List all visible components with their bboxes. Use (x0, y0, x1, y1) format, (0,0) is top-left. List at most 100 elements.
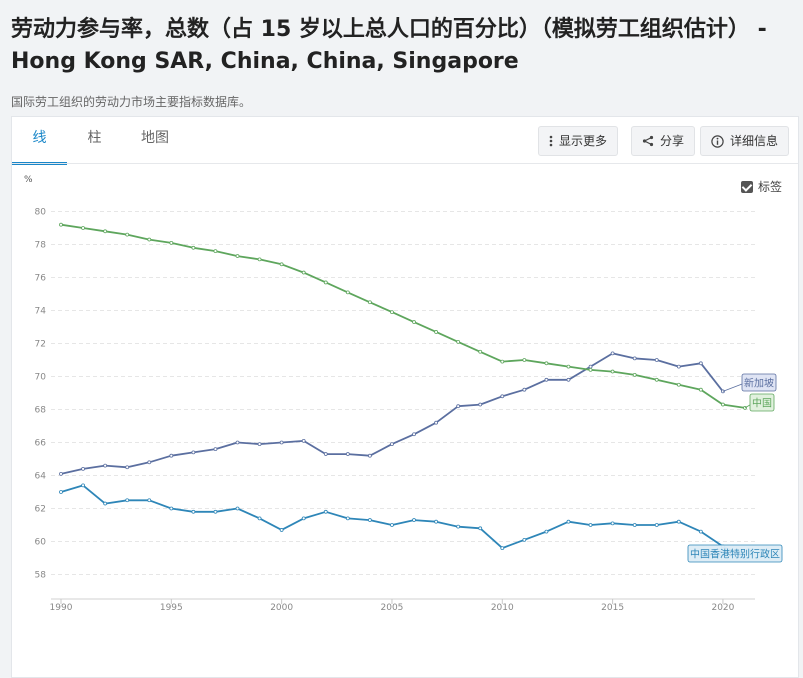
data-point (147, 498, 152, 503)
data-point (81, 226, 85, 230)
data-point (588, 364, 593, 369)
x-tick-label: 2015 (601, 603, 624, 613)
series-end-label: 新加坡 (744, 377, 774, 390)
x-tick-label: 1995 (160, 603, 183, 613)
x-tick-label: 2020 (711, 603, 734, 613)
x-tick-label: 1990 (50, 603, 73, 613)
tab-bar[interactable]: 柱 (87, 130, 102, 146)
data-point (676, 364, 681, 369)
more-dots-icon (549, 135, 553, 147)
share-icon (642, 135, 654, 147)
data-point (213, 447, 218, 452)
data-point (544, 529, 549, 534)
labels-toggle-label: 标签 (758, 180, 783, 194)
data-point (632, 356, 637, 361)
data-point (698, 387, 703, 392)
data-point (301, 270, 306, 275)
data-point (301, 516, 306, 521)
data-point (390, 442, 394, 447)
y-tick-label: 68 (35, 406, 47, 416)
data-point (676, 519, 681, 524)
data-point (279, 262, 284, 267)
data-point (323, 280, 328, 285)
data-point (610, 521, 615, 526)
series-end-label: 中国香港特别行政区 (690, 548, 780, 561)
data-point (522, 358, 527, 362)
data-point (103, 501, 108, 506)
series-0 (59, 351, 725, 476)
data-point (500, 546, 505, 551)
data-point (81, 483, 85, 488)
data-point (434, 330, 438, 334)
data-point (610, 351, 615, 356)
data-point (279, 528, 284, 532)
data-point (191, 450, 196, 455)
series-label-box (687, 544, 783, 563)
y-tick-label: 64 (35, 472, 47, 482)
chart-card: 线 柱 地图 显示更多 分享 详细信息 标签 % 58 60 62 64 66 68 70 72… (11, 116, 799, 678)
series-label-box (741, 373, 777, 392)
show-more-label: 显示更多 (559, 134, 608, 148)
y-tick-label: 58 (35, 571, 47, 581)
data-point (390, 523, 394, 527)
y-tick-label: 76 (35, 274, 47, 284)
tab-divider (12, 163, 798, 164)
data-point (368, 518, 372, 522)
share-button[interactable]: 分享 (631, 126, 696, 156)
series-2 (59, 483, 747, 560)
tab-map[interactable]: 地图 (141, 130, 169, 146)
data-point (368, 300, 372, 305)
y-axis-unit: % (24, 175, 33, 185)
data-point (213, 509, 218, 514)
data-point (544, 361, 549, 366)
info-icon (711, 134, 724, 148)
data-point (257, 516, 262, 521)
data-point (566, 364, 571, 369)
data-point (257, 257, 262, 262)
series-end-label: 中国 (752, 397, 772, 410)
data-point (59, 222, 63, 227)
labels-toggle[interactable]: 标签 (741, 178, 782, 195)
y-tick-label: 74 (35, 307, 47, 317)
series-label-box (749, 393, 775, 412)
page-title: 劳动力参与率，总数（占 15 岁以上总人口的百分比）（模拟劳工组织估计） - H… (11, 17, 767, 74)
data-point (721, 402, 725, 407)
share-label: 分享 (660, 134, 685, 148)
data-point (588, 367, 593, 372)
data-point (169, 240, 174, 245)
y-tick-label: 80 (35, 208, 47, 218)
data-point (456, 524, 461, 529)
data-point (257, 442, 262, 447)
data-point (169, 506, 174, 511)
data-point (610, 369, 615, 374)
data-point (654, 523, 659, 527)
y-tick-label: 62 (35, 505, 46, 515)
data-point (654, 358, 659, 362)
data-point (478, 349, 483, 354)
data-point (191, 245, 196, 250)
data-point (235, 254, 240, 258)
data-point (103, 463, 108, 468)
details-button[interactable]: 详细信息 (700, 126, 790, 156)
data-point (566, 519, 571, 524)
y-tick-label: 70 (35, 373, 47, 383)
data-point (81, 466, 85, 471)
data-point (412, 320, 416, 324)
labels-checkbox[interactable] (741, 180, 753, 193)
data-point (147, 237, 152, 242)
data-point (279, 440, 284, 445)
data-point (698, 529, 703, 534)
data-point (345, 452, 350, 456)
x-tick-label: 2005 (381, 603, 404, 613)
x-tick-label: 2000 (270, 603, 293, 613)
data-point (522, 387, 527, 392)
data-point (59, 490, 63, 494)
data-point (323, 509, 328, 514)
show-more-button[interactable]: 显示更多 (538, 126, 619, 156)
data-point (434, 519, 438, 524)
data-point (698, 361, 703, 366)
data-point (368, 453, 372, 458)
data-point (213, 249, 218, 254)
data-point (478, 526, 483, 531)
page-subtitle: 国际劳工组织的劳动力市场主要指标数据库。 (11, 95, 252, 109)
